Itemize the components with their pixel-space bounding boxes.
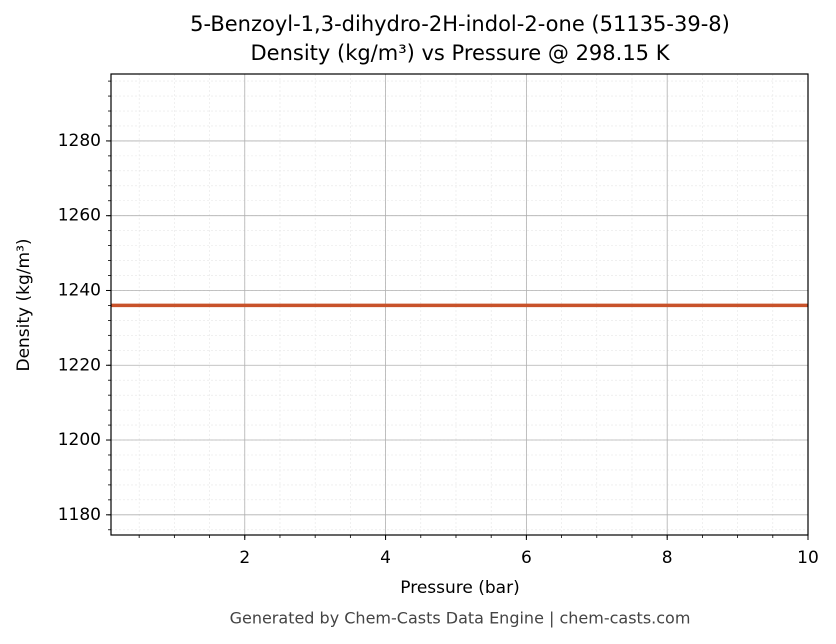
x-axis-label: Pressure (bar) [400,578,519,598]
y-tick-label: 1240 [58,280,101,300]
chart-subtitle: Density (kg/m³) vs Pressure @ 298.15 K [250,41,670,65]
y-tick-label: 1280 [58,131,101,151]
x-tick-label: 4 [380,548,391,568]
x-tick-label: 10 [797,548,819,568]
x-tick-label: 8 [662,548,673,568]
x-tick-label: 2 [239,548,250,568]
y-tick-label: 1260 [58,206,101,226]
chart-title: 5-Benzoyl-1,3-dihydro-2H-indol-2-one (51… [190,12,730,36]
y-axis-label: Density (kg/m³) [14,238,34,371]
footer: Generated by Chem-Casts Data Engine | ch… [230,609,691,628]
y-tick-label: 1200 [58,430,101,450]
y-tick-label: 1220 [58,355,101,375]
x-tick-label: 6 [521,548,532,568]
y-tick-label: 1180 [58,505,101,525]
plot-frame [110,73,809,536]
